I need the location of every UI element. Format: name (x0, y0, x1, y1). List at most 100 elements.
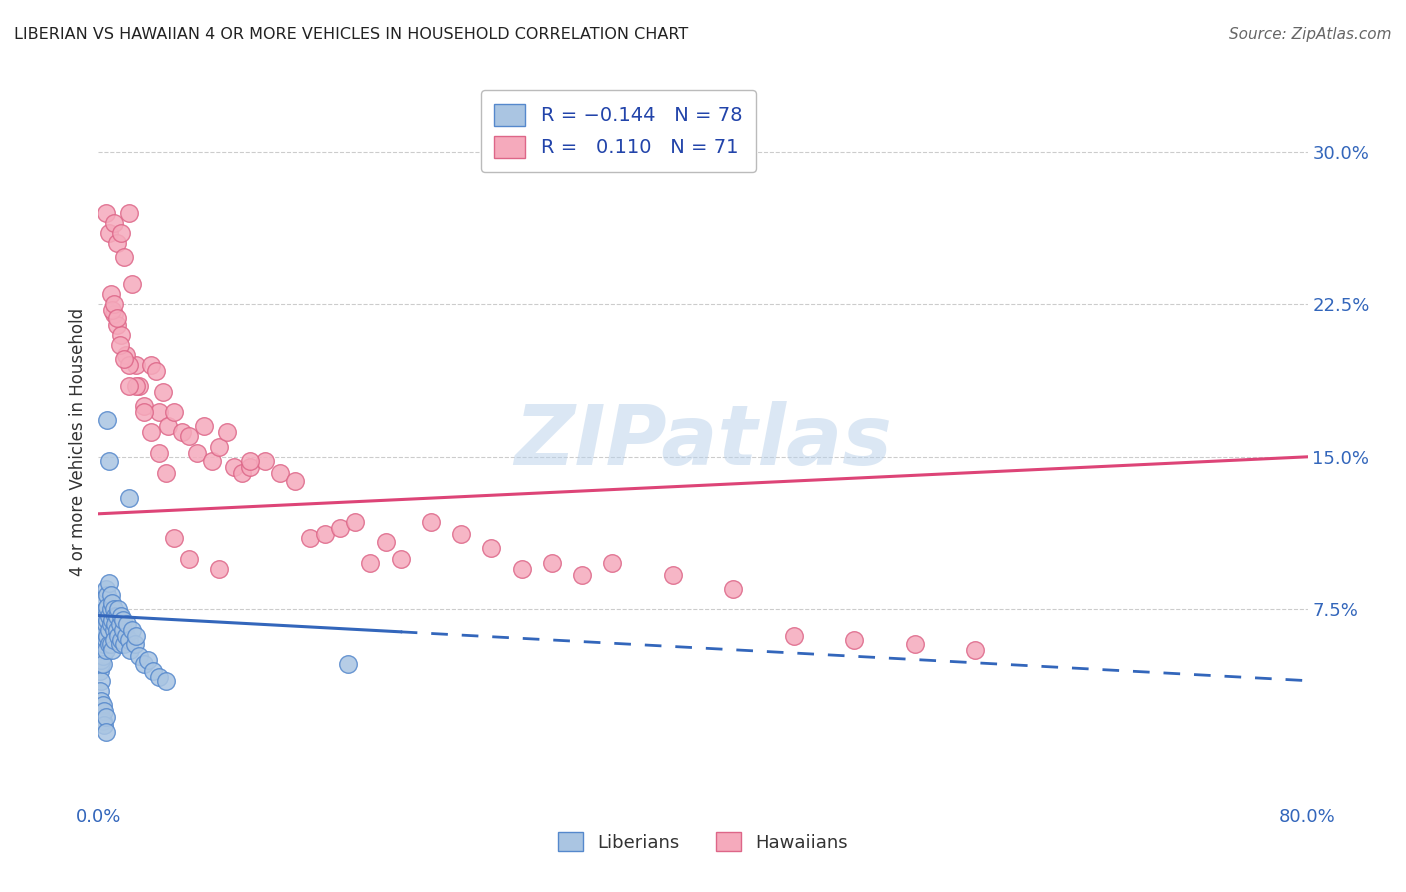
Point (208, 562, 231, 576)
Point (163, 531, 186, 545)
Point (90, 653, 112, 667)
Point (481, 541, 503, 556)
Point (128, 378, 150, 392)
Text: LIBERIAN VS HAWAIIAN 4 OR MORE VEHICLES IN HOUSEHOLD CORRELATION CHART: LIBERIAN VS HAWAIIAN 4 OR MORE VEHICLES … (14, 27, 689, 42)
Point (91, 629, 114, 643)
Point (132, 657, 155, 672)
Point (148, 446, 170, 460)
Point (89, 684, 111, 698)
Point (155, 466, 177, 480)
Point (110, 327, 132, 342)
Point (89, 704, 111, 718)
Point (145, 364, 167, 378)
Point (103, 632, 125, 647)
Point (336, 657, 359, 672)
Point (96, 629, 118, 643)
Point (104, 608, 127, 623)
Point (125, 629, 148, 643)
Point (98, 623, 121, 637)
Point (965, 643, 987, 657)
Point (904, 637, 927, 651)
Point (93, 623, 115, 637)
Point (179, 429, 201, 443)
Point (661, 567, 683, 582)
Point (118, 491, 141, 505)
Point (124, 637, 146, 651)
Point (94, 616, 117, 631)
Point (96, 613, 118, 627)
Point (91, 649, 114, 664)
Point (103, 602, 125, 616)
Point (93, 608, 115, 623)
Point (93, 592, 115, 607)
Point (98, 637, 121, 651)
Point (101, 303, 124, 318)
Point (389, 551, 412, 566)
Point (239, 454, 262, 468)
Point (98, 608, 121, 623)
Point (105, 311, 128, 326)
Point (94, 724, 117, 739)
Point (374, 535, 396, 549)
Point (114, 629, 136, 643)
Point (329, 521, 352, 535)
Point (108, 616, 131, 631)
Point (103, 307, 125, 321)
Point (231, 466, 253, 480)
Point (602, 556, 624, 570)
Point (450, 527, 472, 541)
Point (108, 338, 131, 352)
Text: Source: ZipAtlas.com: Source: ZipAtlas.com (1229, 27, 1392, 42)
Point (114, 348, 136, 362)
Point (783, 629, 806, 643)
Point (101, 613, 124, 627)
Point (90, 643, 112, 657)
Point (90, 657, 112, 672)
Point (125, 378, 148, 392)
Point (571, 567, 593, 582)
Point (98, 576, 121, 591)
Point (201, 454, 224, 468)
Point (111, 623, 134, 637)
Point (94, 602, 117, 616)
Point (96, 413, 118, 427)
Point (224, 460, 246, 475)
Point (96, 600, 118, 615)
Point (105, 608, 128, 623)
Point (94, 643, 117, 657)
Point (125, 358, 148, 372)
Point (510, 562, 533, 576)
Point (94, 632, 117, 647)
Point (96, 588, 118, 602)
Point (121, 623, 143, 637)
Point (156, 419, 179, 434)
Point (111, 613, 134, 627)
Point (118, 205, 141, 219)
Point (141, 425, 163, 440)
Point (132, 405, 155, 419)
Point (91, 613, 114, 627)
Point (193, 419, 215, 434)
Point (108, 637, 131, 651)
Point (208, 440, 231, 454)
Point (94, 205, 117, 219)
Point (100, 616, 122, 631)
Point (163, 405, 186, 419)
Point (844, 632, 866, 647)
Point (112, 251, 135, 265)
Point (239, 460, 262, 475)
Point (100, 287, 122, 301)
Point (101, 596, 124, 610)
Point (186, 446, 208, 460)
Point (107, 629, 129, 643)
Point (420, 515, 443, 529)
Point (90, 710, 112, 724)
Point (105, 236, 128, 251)
Point (170, 425, 193, 440)
Point (100, 602, 122, 616)
Point (132, 399, 155, 413)
Point (90, 694, 112, 708)
Point (100, 588, 122, 602)
Point (120, 643, 142, 657)
Point (101, 643, 124, 657)
